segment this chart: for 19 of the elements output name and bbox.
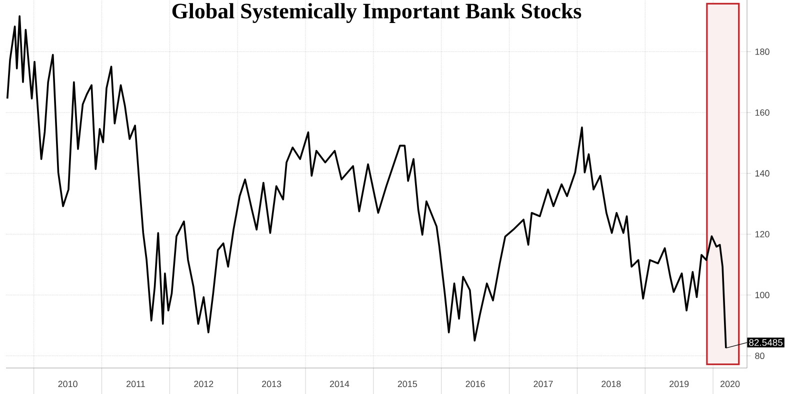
x-tick-label: 2013 [262, 380, 282, 388]
x-tick-label: 2018 [602, 380, 621, 388]
x-tick-label: 2012 [194, 380, 214, 388]
y-tick-label: 160 [755, 109, 770, 116]
y-tick-label: 140 [755, 170, 770, 177]
x-tick-label: 2015 [398, 380, 417, 388]
x-tick-label: 2010 [58, 380, 78, 388]
x-tick-label: 2011 [126, 380, 145, 388]
x-tick-label: 2014 [330, 380, 350, 388]
chart-title: Global Systemically Important Bank Stocks [172, 3, 582, 23]
y-tick-label: 120 [755, 231, 770, 238]
y-tick-label: 80 [755, 352, 764, 360]
y-tick-label: 180 [755, 48, 770, 55]
x-tick-label: 2016 [466, 380, 485, 388]
x-tick-label: 2017 [534, 380, 553, 388]
y-tick-label: 100 [755, 292, 770, 298]
x-tick-label: 2019 [670, 380, 689, 388]
x-tick-label: 2020 [720, 380, 740, 388]
annotation: 82.5485 [749, 339, 783, 346]
